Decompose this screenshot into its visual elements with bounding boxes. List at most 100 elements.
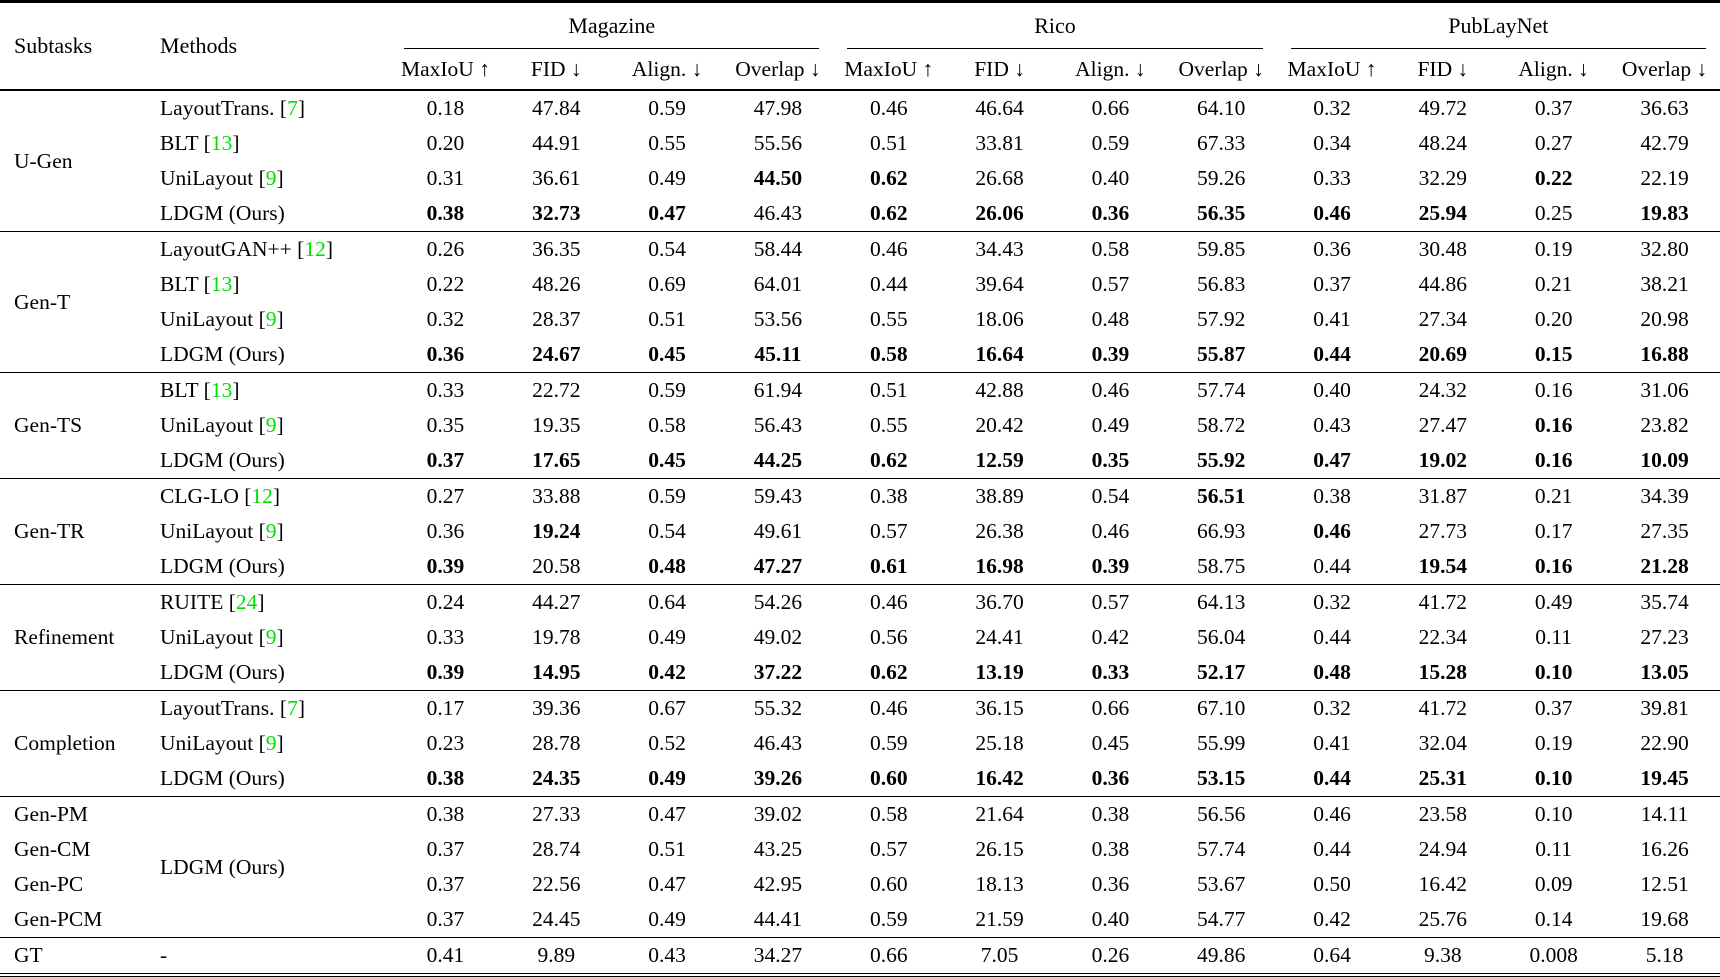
metric-value: 0.36 [1091, 201, 1130, 225]
metric-value: 22.34 [1418, 625, 1468, 649]
metric-value: 0.55 [648, 131, 686, 155]
citation-ref[interactable]: 9 [265, 625, 277, 649]
metric-value: 0.27 [390, 478, 501, 514]
dataset-label: PubLayNet [1448, 13, 1549, 38]
metric-value: 24.32 [1387, 372, 1499, 408]
citation-ref[interactable]: 13 [210, 131, 233, 155]
metric-value: 0.60 [869, 872, 908, 896]
table-row: UniLayout [9] 0.31 36.61 0.49 44.50 0.62 26.68… [0, 161, 1720, 196]
table-row: LDGM (Ours) 0.39 14.95 0.42 37.22 0.62 13.19 0.… [0, 655, 1720, 691]
subtask-label: U-Gen [0, 89, 151, 232]
metric-value: 0.47 [611, 796, 723, 832]
table-row: Gen-PC 0.37 22.56 0.47 42.95 0.60 18.13 0.36 53.… [0, 867, 1720, 902]
metric-value: 0.22 [1534, 166, 1573, 190]
method-label: UniLayout [9] [160, 166, 284, 190]
citation-ref[interactable]: 13 [210, 378, 233, 402]
metric-value: 44.50 [753, 166, 803, 190]
metric-value: 46.43 [753, 201, 803, 225]
metric-value: 36.63 [1609, 89, 1720, 126]
subtask-label: Gen-T [0, 231, 151, 373]
method-label: LDGM (Ours) [160, 448, 285, 472]
metric-value: 52.17 [1197, 660, 1246, 684]
citation-ref[interactable]: 7 [287, 696, 298, 720]
column-header-fid: FID ↓ [944, 49, 1055, 91]
metric-value: 27.73 [1418, 519, 1468, 543]
metric-value: 0.59 [1091, 131, 1130, 155]
citation-ref[interactable]: 9 [265, 413, 277, 437]
method-label: BLT [13] [150, 372, 391, 408]
citation-ref[interactable]: 7 [287, 96, 298, 120]
metric-value: 0.59 [869, 731, 908, 755]
metric-value: 0.44 [869, 272, 908, 296]
citation-ref[interactable]: 12 [251, 484, 273, 508]
metric-value: 36.61 [532, 166, 581, 190]
metric-value: 27.33 [500, 796, 612, 832]
metric-value: 32.04 [1418, 731, 1468, 755]
metric-value: 0.32 [1276, 89, 1388, 126]
method-label: RUITE [24] [150, 584, 391, 620]
citation-ref[interactable]: 13 [210, 272, 233, 296]
metric-value: 21.28 [1640, 554, 1689, 578]
column-header-align: Align. ↓ [1055, 49, 1166, 91]
metric-value: 0.40 [1091, 166, 1130, 190]
column-header-subtasks: Subtasks [0, 1, 151, 91]
metric-value: 0.36 [1091, 872, 1130, 896]
column-header-methods: Methods [150, 1, 391, 91]
metric-value: 0.66 [833, 937, 945, 975]
citation-ref[interactable]: 9 [265, 731, 277, 755]
dataset-header-magazine: Magazine [390, 2, 833, 49]
table-header: Subtasks Methods Magazine Rico PubLayNet… [0, 1, 1720, 91]
citation-ref[interactable]: 9 [265, 166, 277, 190]
metric-value: 0.18 [390, 89, 501, 126]
metric-value: 43.25 [753, 837, 803, 861]
metric-value: 26.06 [975, 201, 1024, 225]
column-header-overlap: Overlap ↓ [722, 49, 834, 91]
metric-value: 34.39 [1609, 478, 1720, 514]
metric-value: 56.35 [1197, 201, 1246, 225]
table-row: LDGM (Ours) 0.38 32.73 0.47 46.43 0.62 26.06 0.… [0, 196, 1720, 232]
metric-value: 13.19 [975, 660, 1024, 684]
metric-value: 14.95 [532, 660, 581, 684]
metric-value: 30.48 [1387, 231, 1499, 267]
metric-value: 0.16 [1498, 372, 1610, 408]
metric-value: 0.008 [1498, 937, 1610, 975]
metric-value: 0.43 [1313, 413, 1351, 437]
table-row: U-Gen LayoutTrans. [7] 0.18 47.84 0.59 47.98 0… [0, 89, 1720, 232]
metric-value: 0.38 [426, 766, 465, 790]
metric-value: 34.27 [722, 937, 834, 975]
metric-value: 0.17 [1534, 519, 1573, 543]
metric-value: 56.56 [1165, 796, 1277, 832]
metric-value: 0.36 [426, 342, 465, 366]
metric-value: 21.59 [975, 907, 1024, 931]
citation-ref[interactable]: 12 [304, 237, 326, 261]
table-row: UniLayout [9] 0.35 19.35 0.58 56.43 0.55 20.42… [0, 408, 1720, 443]
method-label: LDGM (Ours) [160, 201, 285, 225]
metric-value: 55.56 [753, 131, 803, 155]
metric-value: 44.25 [753, 448, 803, 472]
dataset-label: Magazine [568, 13, 656, 38]
metric-value: 0.16 [1534, 554, 1573, 578]
metric-value: 49.86 [1165, 937, 1277, 975]
citation-ref[interactable]: 9 [265, 307, 277, 331]
metric-value: 0.46 [833, 231, 945, 267]
metric-value: 0.47 [648, 872, 686, 896]
metric-value: 19.78 [532, 625, 581, 649]
citation-ref[interactable]: 9 [265, 519, 277, 543]
metric-value: 44.41 [753, 907, 803, 931]
metric-value: 0.51 [648, 307, 686, 331]
metric-value: 0.34 [1313, 131, 1351, 155]
table-row: Gen-TS BLT [13] 0.33 22.72 0.59 61.94 0.51 42.8… [0, 372, 1720, 479]
metric-value: 0.39 [426, 554, 465, 578]
metric-value: 48.26 [532, 272, 581, 296]
table-row: UniLayout [9] 0.36 19.24 0.54 49.61 0.57 26.38… [0, 514, 1720, 549]
metric-value: 0.57 [1055, 584, 1166, 620]
citation-ref[interactable]: 24 [235, 590, 258, 614]
metric-value: 24.41 [975, 625, 1024, 649]
cmidrule [847, 48, 1263, 49]
metric-value: 59.26 [1197, 166, 1246, 190]
metric-value: 31.87 [1387, 478, 1499, 514]
metric-value: 5.18 [1609, 937, 1720, 975]
metric-value: 35.74 [1609, 584, 1720, 620]
metric-value: 0.54 [648, 519, 686, 543]
method-label: - [150, 937, 391, 975]
